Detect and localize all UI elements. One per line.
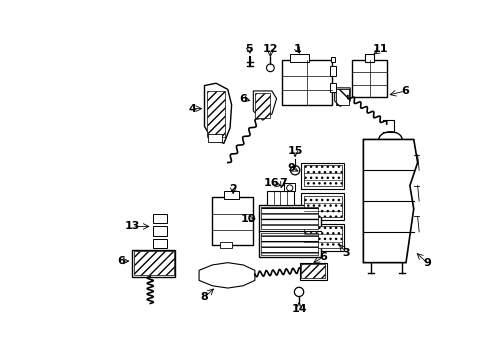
Polygon shape — [199, 263, 254, 288]
Bar — [301, 224, 343, 251]
Text: 12: 12 — [262, 44, 278, 54]
Bar — [266, 191, 293, 205]
Bar — [303, 226, 341, 248]
Bar — [258, 205, 320, 257]
Bar — [351, 60, 386, 97]
Circle shape — [294, 287, 303, 297]
Text: 5: 5 — [245, 44, 253, 54]
Bar — [224, 191, 239, 199]
Text: 16: 16 — [264, 178, 279, 188]
Bar — [289, 54, 308, 62]
Text: 15: 15 — [287, 146, 302, 156]
Bar — [206, 91, 225, 137]
Text: 1: 1 — [293, 44, 301, 54]
Bar — [261, 233, 318, 255]
Bar — [299, 263, 326, 280]
Bar — [364, 54, 373, 62]
Bar — [303, 195, 341, 217]
Bar — [303, 165, 341, 186]
Text: 8: 8 — [200, 292, 208, 302]
Bar — [301, 163, 343, 189]
Bar — [301, 193, 343, 220]
Bar — [336, 89, 348, 105]
Text: 7: 7 — [278, 178, 286, 188]
Polygon shape — [204, 83, 231, 143]
Polygon shape — [363, 139, 417, 263]
Bar — [152, 214, 166, 223]
Bar — [284, 183, 295, 191]
Text: 6: 6 — [239, 94, 246, 104]
Bar — [330, 57, 335, 62]
Bar — [329, 83, 336, 93]
Text: 3: 3 — [342, 248, 349, 258]
Text: 13: 13 — [124, 221, 140, 231]
Bar — [134, 251, 173, 275]
Circle shape — [266, 64, 274, 72]
Text: 9: 9 — [422, 258, 430, 267]
Text: 4: 4 — [188, 104, 196, 114]
Text: 14: 14 — [291, 304, 306, 314]
Text: 11: 11 — [372, 44, 387, 54]
Bar — [212, 197, 252, 245]
Text: 10: 10 — [241, 214, 256, 224]
Bar — [132, 249, 175, 276]
Text: 6: 6 — [401, 86, 408, 96]
Text: 9: 9 — [287, 163, 295, 173]
Bar — [261, 207, 318, 229]
Bar — [282, 60, 332, 105]
Circle shape — [290, 166, 299, 175]
Bar — [254, 93, 270, 118]
Polygon shape — [253, 91, 276, 120]
Text: 6: 6 — [319, 252, 326, 262]
Bar — [208, 134, 222, 142]
Bar — [329, 66, 336, 76]
Circle shape — [286, 185, 292, 191]
Bar — [152, 226, 166, 236]
Polygon shape — [334, 88, 349, 106]
Text: 2: 2 — [229, 184, 237, 194]
Bar — [301, 264, 325, 278]
Text: 6: 6 — [118, 256, 125, 266]
Bar — [220, 242, 231, 248]
Bar — [152, 239, 166, 248]
